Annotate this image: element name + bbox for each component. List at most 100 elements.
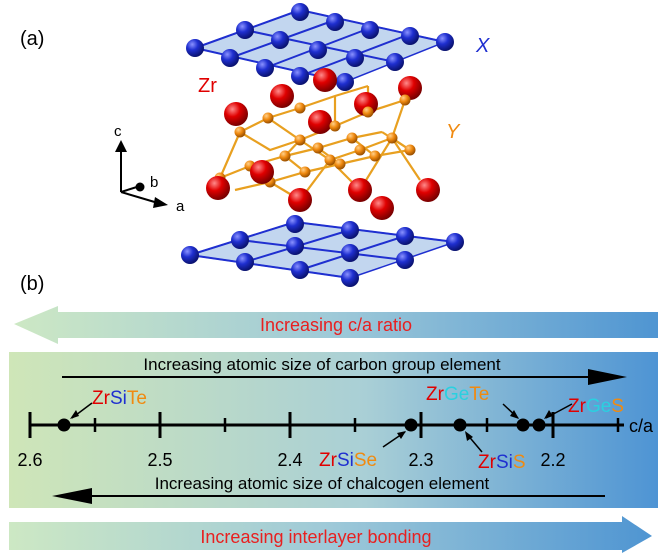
zr-atom	[348, 178, 372, 202]
pointer-head	[510, 410, 519, 419]
x-atom	[341, 221, 359, 239]
y-atom	[234, 126, 246, 138]
x-atom	[361, 21, 379, 39]
x-atom	[231, 231, 249, 249]
axis-label-c: c	[114, 123, 122, 140]
chalcogen-arrowhead	[52, 488, 92, 504]
axis-b-dot	[135, 182, 145, 192]
element-zr: Zr	[319, 450, 338, 471]
compound-label-zrgete: ZrGeTe	[426, 384, 489, 405]
tick-label: 2.4	[277, 450, 302, 470]
y-atom	[299, 166, 311, 178]
x-atom	[386, 53, 404, 71]
chalcogen-arrow-label: Increasing atomic size of chalcogen elem…	[155, 474, 490, 493]
element-zr: Zr	[478, 452, 497, 473]
x-atom	[341, 244, 359, 262]
panel-b-label: (b)	[20, 273, 44, 295]
y-atom	[312, 142, 324, 154]
x-atom	[396, 227, 414, 245]
tick-label: 2.6	[17, 450, 42, 470]
axis-label-a: a	[176, 198, 185, 215]
x-atom	[396, 251, 414, 269]
x-atom	[236, 21, 254, 39]
y-atom	[334, 158, 346, 170]
x-atom	[401, 27, 419, 45]
element-x: S	[611, 396, 624, 417]
y-atom	[294, 134, 306, 146]
zr-atom	[224, 102, 248, 126]
y-atom	[404, 144, 416, 156]
zr-atom	[288, 188, 312, 212]
axis-a-line	[120, 191, 159, 204]
zr-atom	[313, 68, 337, 92]
element-x: Te	[469, 384, 489, 405]
element-m: Si	[496, 452, 513, 473]
pointer-head	[465, 431, 473, 441]
pointer-head	[544, 410, 553, 419]
element-zr: Zr	[426, 384, 445, 405]
x-bond	[239, 239, 406, 261]
axis-a-arrowhead	[153, 197, 168, 208]
zr-atom	[250, 160, 274, 184]
x-bond	[189, 254, 351, 279]
compound-label-zrsis: ZrSiS	[478, 452, 526, 473]
zr-atom	[370, 196, 394, 220]
axis-label-b: b	[150, 174, 158, 191]
element-m: Si	[337, 450, 354, 471]
point-zrsite	[57, 418, 71, 432]
tick-label: 2.5	[147, 450, 172, 470]
x-atom	[291, 3, 309, 21]
y-atom	[369, 150, 381, 162]
y-bond	[239, 86, 407, 152]
x-atom	[446, 233, 464, 251]
element-m: Si	[110, 388, 127, 409]
zr-atom	[206, 176, 230, 200]
y-atom	[329, 120, 341, 132]
zr-atom	[270, 84, 294, 108]
y-atom	[386, 132, 398, 144]
atom-label-x: X	[475, 35, 490, 57]
zr-atom	[416, 178, 440, 202]
x-atom-layer-bottom	[181, 215, 464, 287]
x-atom	[186, 39, 204, 57]
compound-label-zrsise: ZrSiSe	[319, 450, 377, 471]
point-zrsis	[453, 418, 467, 432]
panel-a-label: (a)	[20, 28, 44, 50]
zr-atom	[398, 76, 422, 100]
x-atom	[181, 246, 199, 264]
compound-label-zrsite: ZrSiTe	[92, 388, 147, 409]
y-atom	[362, 106, 374, 118]
atom-label-y: Y	[446, 121, 461, 143]
zr-atom	[308, 110, 332, 134]
banner-bottom-label: Increasing interlayer bonding	[200, 527, 431, 547]
x-atom	[341, 269, 359, 287]
x-atom	[291, 67, 309, 85]
interlayer-bonding-banner-arrow	[9, 516, 652, 553]
x-atom	[286, 215, 304, 233]
x-atom	[309, 41, 327, 59]
crystal-axes	[115, 140, 168, 208]
number-line-ticks	[28, 412, 620, 438]
y-atom	[354, 144, 366, 156]
tick-label: 2.2	[540, 450, 565, 470]
element-zr: Zr	[92, 388, 111, 409]
y-atom	[399, 94, 411, 106]
x-atom	[291, 261, 309, 279]
element-x: S	[513, 452, 526, 473]
compound-label-zrges: ZrGeS	[568, 396, 624, 417]
y-atom	[279, 150, 291, 162]
x-bond	[294, 221, 456, 243]
x-atom	[336, 73, 354, 91]
atom-label-zr: Zr	[198, 75, 217, 97]
point-zrsise	[404, 418, 418, 432]
point-zrges	[532, 418, 546, 432]
c-a-ratio-banner-arrow	[14, 306, 658, 344]
axis-unit-label: c/a	[629, 416, 654, 436]
y-atom	[346, 132, 358, 144]
pointer-head	[70, 410, 79, 419]
y-atom	[262, 112, 274, 124]
x-atom	[346, 49, 364, 67]
element-x: Se	[354, 450, 377, 471]
x-atom	[286, 237, 304, 255]
